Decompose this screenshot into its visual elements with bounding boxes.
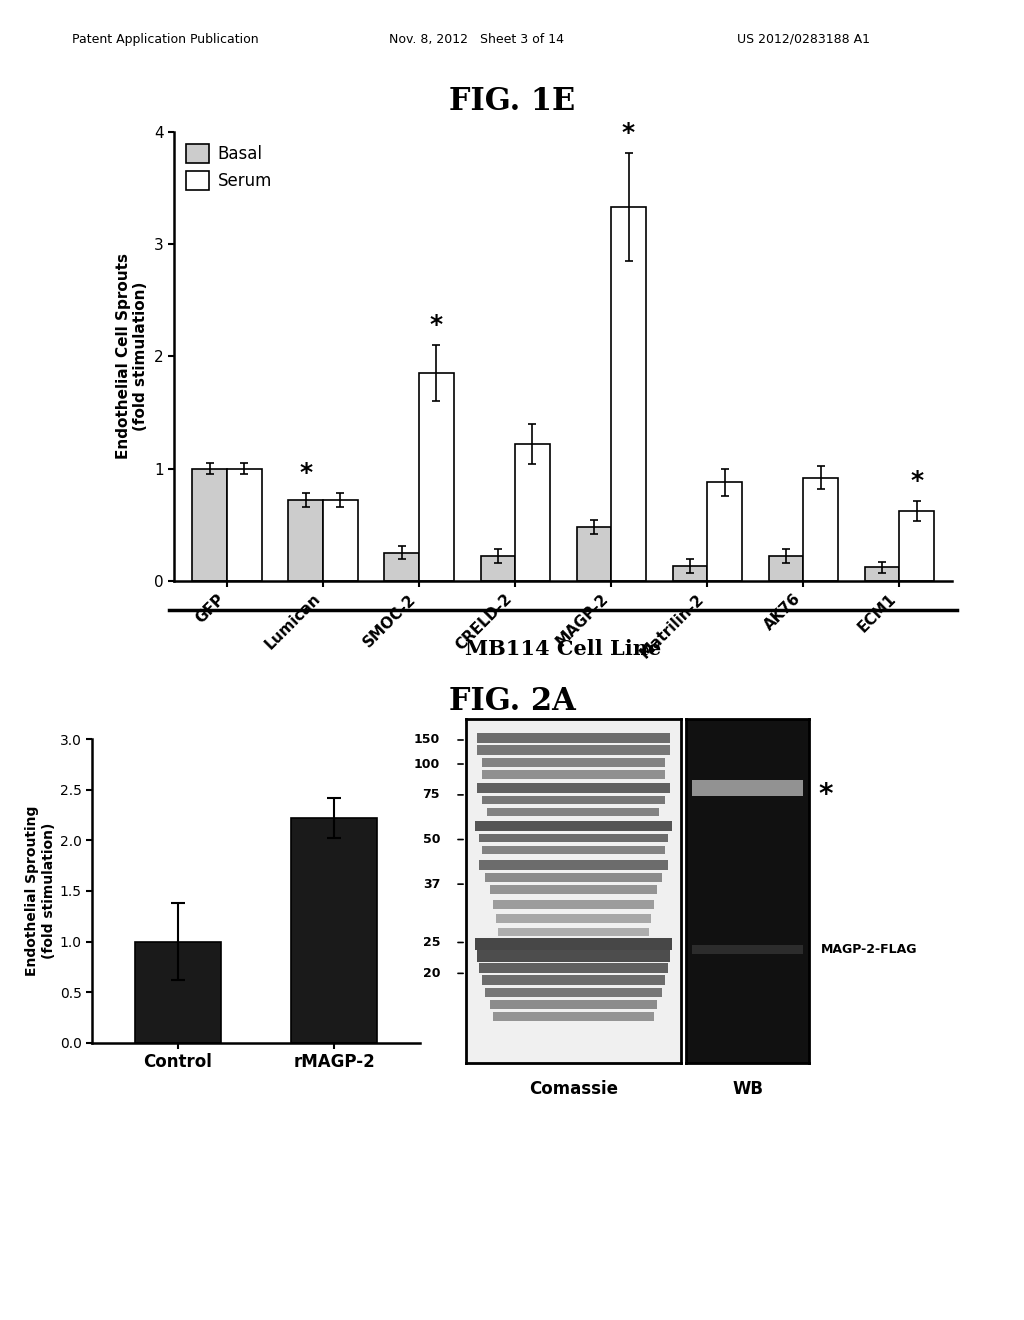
Text: 75: 75 (423, 788, 440, 801)
Text: *: * (622, 121, 635, 145)
Bar (899, 511, 934, 581)
Bar (482, 846, 665, 854)
Bar (482, 770, 665, 779)
Text: 100: 100 (414, 758, 440, 771)
Bar (804, 478, 838, 581)
Bar (673, 566, 708, 581)
Bar (611, 207, 646, 581)
Bar (474, 939, 673, 950)
Y-axis label: Endothelial Sprouting
(fold stimulation): Endothelial Sprouting (fold stimulation) (26, 805, 55, 977)
Bar (419, 374, 454, 581)
Bar (577, 527, 611, 581)
Bar (487, 808, 659, 816)
Bar (485, 873, 662, 882)
Bar (692, 780, 803, 796)
Bar (692, 945, 803, 953)
Text: MB114 Cell Line: MB114 Cell Line (465, 639, 662, 659)
Bar (493, 900, 654, 909)
Text: *: * (299, 462, 312, 486)
Bar (485, 987, 662, 997)
Bar (291, 818, 377, 1043)
Text: US 2012/0283188 A1: US 2012/0283188 A1 (737, 33, 870, 46)
Bar (474, 821, 673, 832)
Text: 50: 50 (423, 833, 440, 846)
Bar (865, 568, 899, 581)
Bar (289, 500, 323, 581)
Bar (227, 469, 261, 581)
Bar (384, 553, 419, 581)
Text: *: * (819, 781, 834, 809)
Text: Patent Application Publication: Patent Application Publication (72, 33, 258, 46)
Bar (489, 1001, 657, 1008)
Bar (482, 975, 665, 985)
Bar (477, 744, 671, 755)
Text: Comassie: Comassie (529, 1080, 617, 1098)
Legend: Basal, Serum: Basal, Serum (182, 140, 275, 194)
Bar (482, 758, 665, 767)
Text: WB: WB (732, 1080, 763, 1098)
Text: 37: 37 (423, 878, 440, 891)
Bar (477, 783, 671, 793)
Bar (479, 833, 668, 842)
Bar (193, 469, 227, 581)
Bar (477, 950, 671, 962)
Bar (323, 500, 357, 581)
Bar (489, 884, 657, 894)
Bar (496, 915, 651, 923)
Bar (477, 733, 671, 743)
Text: FIG. 2A: FIG. 2A (449, 686, 575, 717)
Text: *: * (430, 313, 443, 338)
Text: 20: 20 (423, 966, 440, 979)
Bar (479, 861, 668, 870)
Bar (769, 556, 804, 581)
Text: FIG. 1E: FIG. 1E (449, 86, 575, 116)
Bar (708, 482, 742, 581)
Text: 150: 150 (414, 734, 440, 747)
Bar (482, 796, 665, 804)
Bar (515, 444, 550, 581)
Text: 25: 25 (423, 936, 440, 949)
Text: MAGP-2-FLAG: MAGP-2-FLAG (821, 942, 918, 956)
Bar (493, 1012, 654, 1020)
Text: *: * (910, 470, 924, 494)
Y-axis label: Endothelial Cell Sprouts
(fold stimulation): Endothelial Cell Sprouts (fold stimulati… (116, 253, 148, 459)
Text: Nov. 8, 2012   Sheet 3 of 14: Nov. 8, 2012 Sheet 3 of 14 (389, 33, 564, 46)
Bar (499, 928, 649, 936)
Bar (479, 964, 668, 973)
Bar (135, 941, 221, 1043)
Bar (480, 556, 515, 581)
